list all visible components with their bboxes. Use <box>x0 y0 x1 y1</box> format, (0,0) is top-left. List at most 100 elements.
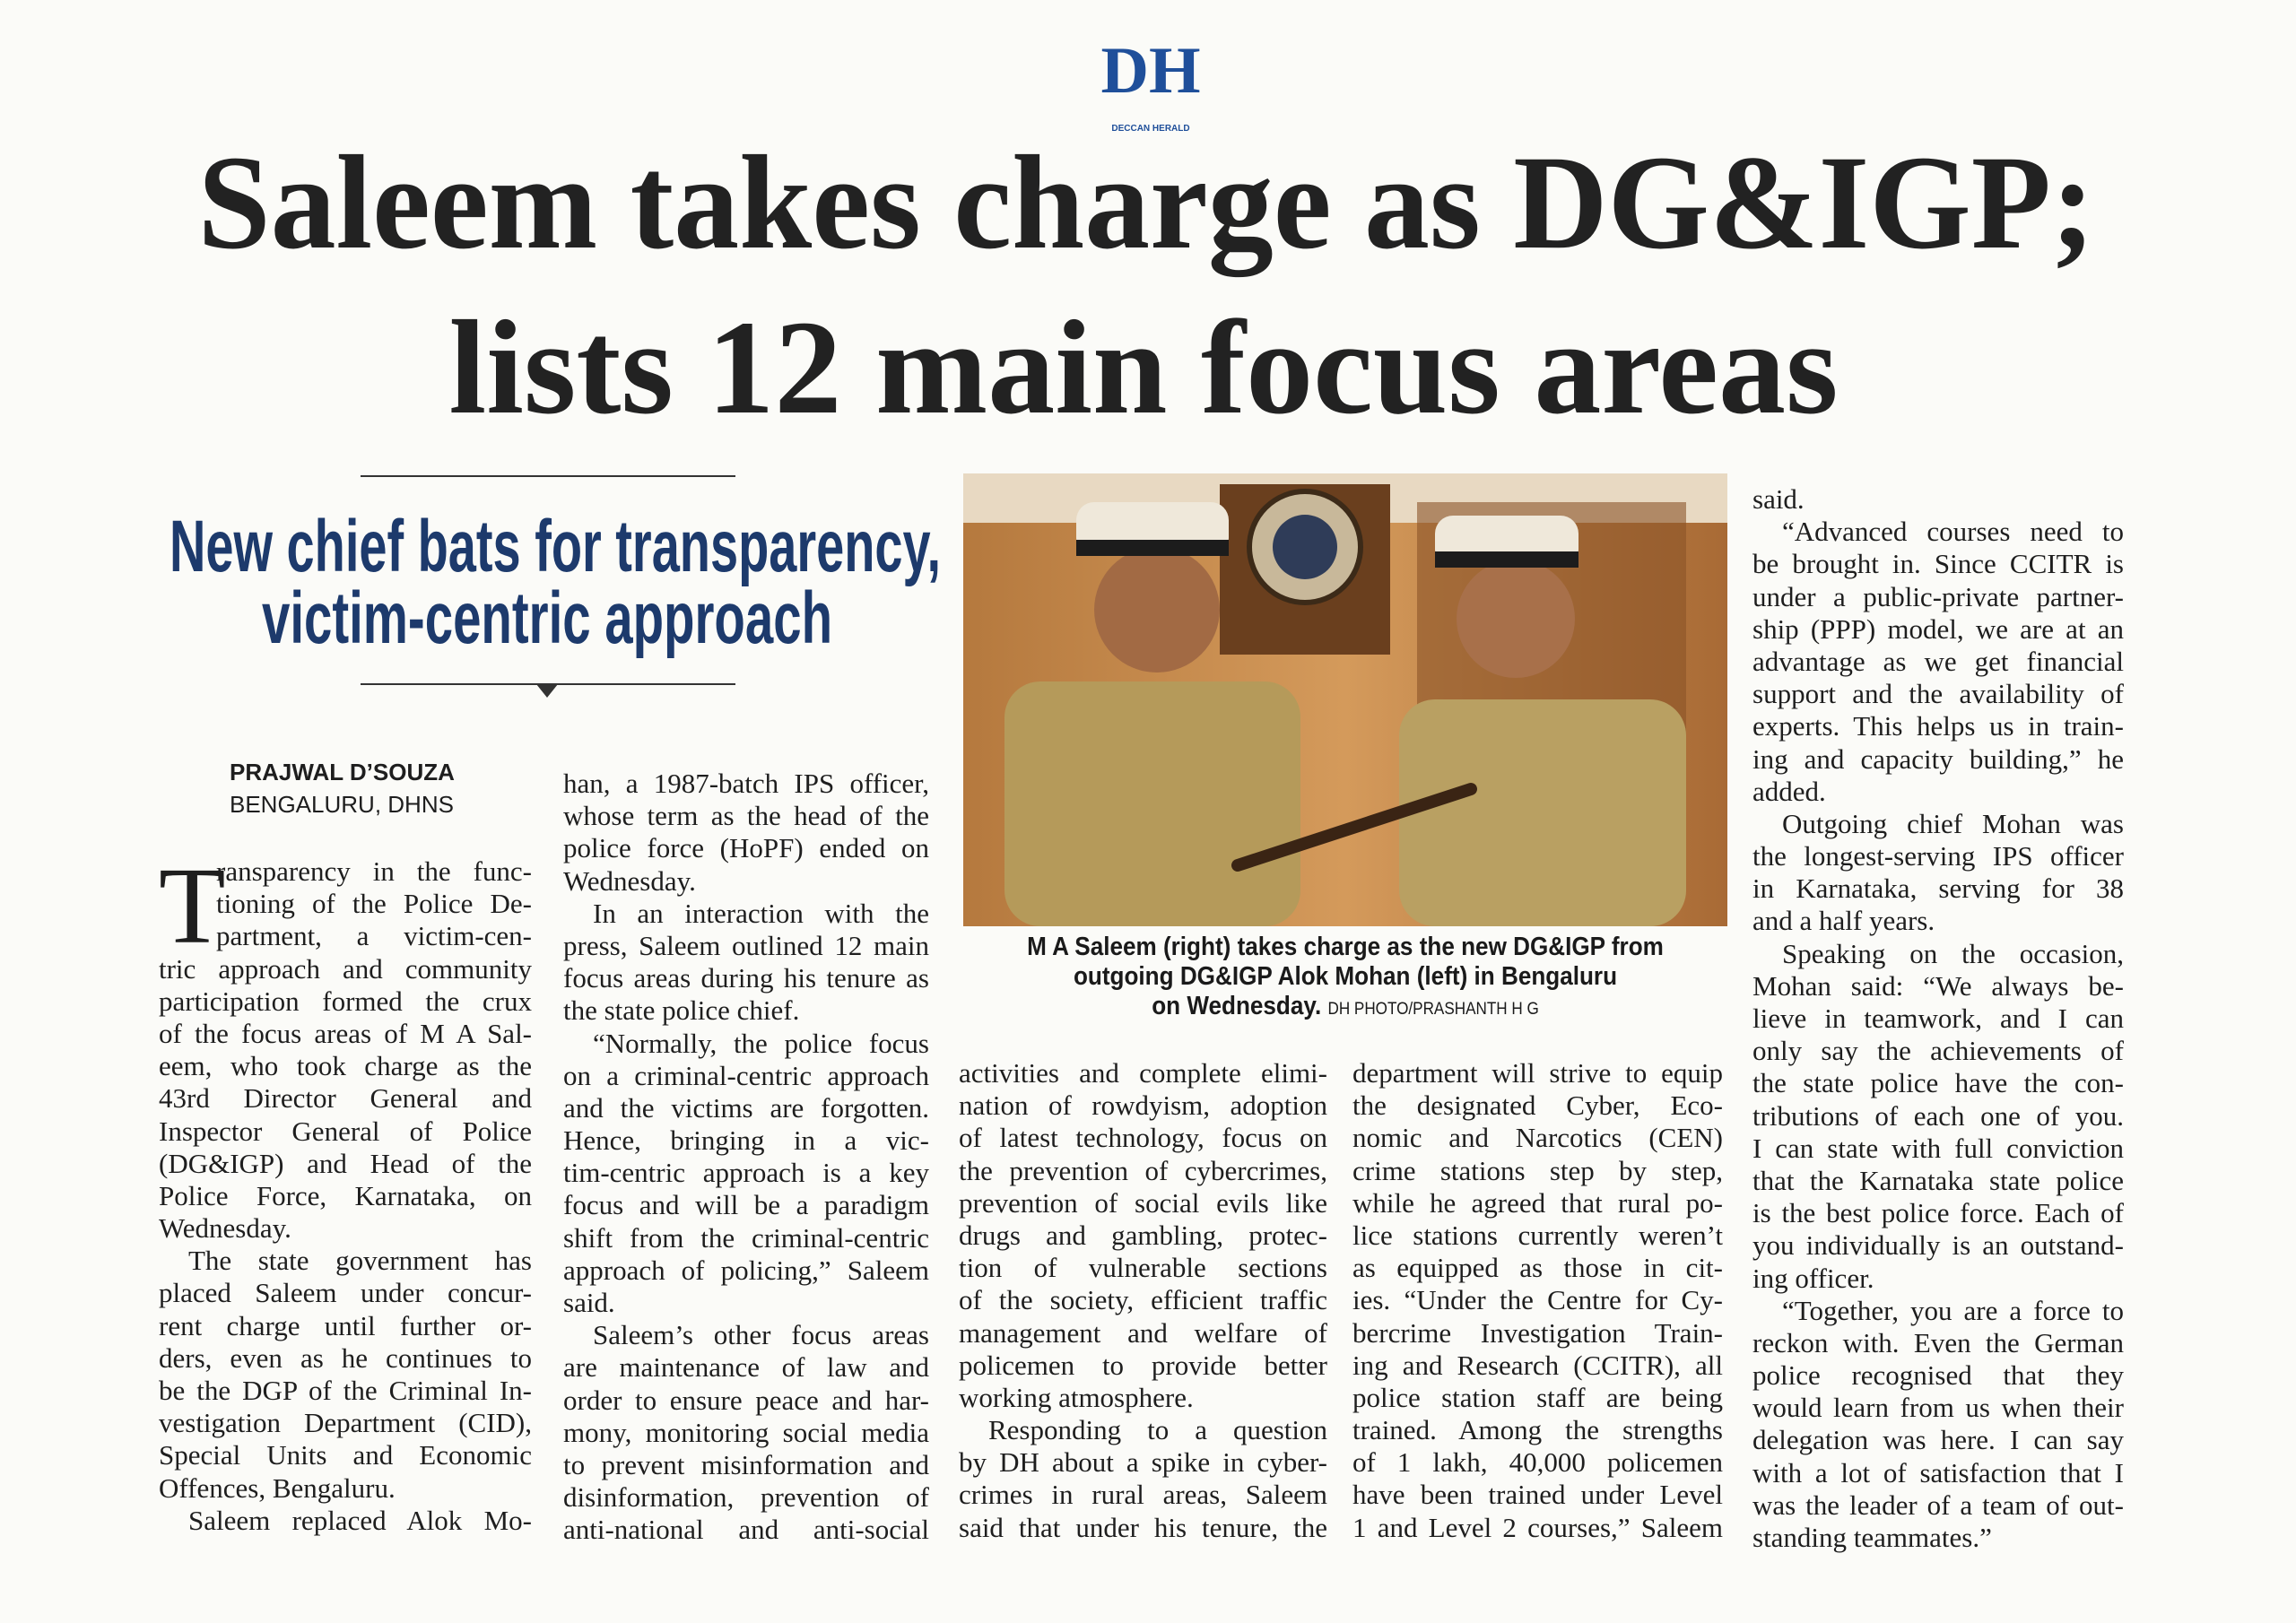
caption-line: on Wednesday. DH PHOTO/PRASHANTH H G <box>990 992 1700 1021</box>
text-line: with a lot of satisfaction that I <box>1752 1456 2124 1488</box>
text-line: Offences, Bengaluru. <box>159 1471 396 1504</box>
text-line: standing teammates.” <box>1752 1522 1992 1553</box>
text-line: bercrime Investigation Train- <box>1352 1316 1723 1349</box>
text-line: said. <box>563 1287 615 1318</box>
caption-line: outgoing DG&IGP Alok Mohan (left) in Ben… <box>1073 962 1618 991</box>
caption-line: on Wednesday. <box>1152 992 1322 1020</box>
text-line: lice stations currently weren’t <box>1352 1219 1723 1251</box>
text-line: the longest-serving IPS officer <box>1752 840 2124 872</box>
byline-author: PRAJWAL D’SOUZA <box>230 759 455 785</box>
article-column: activities and complete elimi-nation of … <box>959 1057 1327 1544</box>
text-line: Special Units and Economic <box>159 1439 532 1471</box>
text-line: crime stations step by step, <box>1352 1154 1723 1186</box>
text-line: police recognised that they <box>1752 1359 2124 1392</box>
text-line: Wednesday. <box>563 864 696 897</box>
text-line: tric approach and community <box>159 952 532 985</box>
text-line: is the best police force. Each of <box>1752 1197 2124 1229</box>
text-line: focus and will be a paradigm <box>563 1189 929 1221</box>
text-line: of latest technology, focus on <box>959 1122 1327 1154</box>
text-line: the designated Cyber, Eco- <box>1352 1089 1723 1122</box>
text-line: advantage as we get financial <box>1752 645 2124 677</box>
text-line: tributions of each one of you. <box>1752 1099 2124 1132</box>
text-line: disinformation, prevention of <box>563 1481 929 1514</box>
text-line: mony, monitoring social media <box>563 1416 929 1448</box>
text-line: eem, who took charge as the <box>159 1050 532 1082</box>
text-line: prevention of social evils like <box>959 1186 1327 1219</box>
text-line: ing and Research (CCITR), all <box>1352 1349 1723 1381</box>
text-line: police force (HoPF) ended on <box>563 832 929 864</box>
text-line: vestigation Department (CID), <box>159 1407 532 1439</box>
drop-cap: T <box>159 846 226 967</box>
text-line: 43rd Director General and <box>159 1082 532 1115</box>
masthead-name: DECCAN HERALD <box>1111 124 1189 134</box>
text-line: In an interaction with the <box>593 897 929 929</box>
text-line: experts. This helps us in train- <box>1752 710 2124 742</box>
text-line: reckon with. Even the German <box>1752 1326 2124 1358</box>
text-line: trained. Among the strengths <box>1352 1414 1723 1446</box>
headline: lists 12 main focus areas <box>449 293 1839 442</box>
text-line: while he agreed that rural po- <box>1352 1186 1723 1219</box>
text-line: ing officer. <box>1752 1262 1874 1294</box>
text-line: under a public-private partner- <box>1752 580 2124 612</box>
text-line: added. <box>1752 775 1826 807</box>
text-line: the state police have the con- <box>1752 1067 2124 1099</box>
text-line: focus areas during his tenure as <box>563 962 929 994</box>
text-line: (DG&IGP) and Head of the <box>159 1147 532 1179</box>
text-line: policemen to provide better <box>959 1349 1327 1381</box>
text-line: management and welfare of <box>959 1316 1327 1349</box>
text-line: said that under his tenure, the <box>959 1511 1327 1543</box>
text-line: drugs and gambling, protec- <box>959 1219 1327 1251</box>
text-line: lieve in teamwork, and I can <box>1752 1002 2124 1034</box>
byline-dateline: BENGALURU, DHNS <box>230 791 454 818</box>
text-line: the prevention of cybercrimes, <box>959 1154 1327 1186</box>
text-line: activities and complete elimi- <box>959 1057 1327 1089</box>
text-line: nomic and Narcotics (CEN) <box>1352 1122 1723 1154</box>
rule-arrow <box>536 684 558 698</box>
subheadline: New chief bats for transparency, <box>170 506 941 587</box>
text-line: “Normally, the police focus <box>593 1027 929 1059</box>
text-line: I can state with full conviction <box>1752 1132 2124 1164</box>
text-line: department will strive to equip <box>1352 1057 1723 1089</box>
masthead-logo: DH <box>1101 34 1201 108</box>
text-line: of 1 lakh, 40,000 policemen <box>1352 1446 1723 1479</box>
text-line: Responding to a question <box>988 1414 1327 1446</box>
text-line: placed Saleem under concur- <box>159 1277 532 1309</box>
text-line: in Karnataka, serving for 38 <box>1752 872 2124 905</box>
article-column: han, a 1987-batch IPS officer, whose term… <box>563 768 929 1547</box>
text-line: be the DGP of the Criminal In- <box>159 1375 532 1406</box>
text-line: partment, a victim-cen- <box>216 920 532 952</box>
text-line: as equipped as those in cit- <box>1352 1252 1723 1284</box>
photo-credit: DH PHOTO/PRASHANTH H G <box>1327 1000 1539 1019</box>
text-line: police station staff are being <box>1352 1381 1723 1413</box>
text-line: nation of rowdyism, adoption <box>959 1089 1327 1122</box>
text-line: Speaking on the occasion, <box>1782 937 2124 969</box>
text-line: be brought in. Since CCITR is <box>1752 548 2124 580</box>
text-line: Saleem replaced Alok Mo- <box>188 1504 532 1536</box>
text-line: Mohan said: “We always be- <box>1752 969 2124 1002</box>
text-line: of the society, efficient traffic <box>959 1284 1327 1316</box>
article-column: said. “Advanced courses need to be brought… <box>1752 483 2124 1554</box>
text-line: participation formed the crux <box>159 985 532 1017</box>
article-column: department will strive to equip the desig… <box>1352 1057 1723 1544</box>
text-line: Hence, bringing in a vic- <box>563 1124 929 1157</box>
headline: Saleem takes charge as DG&IGP; <box>198 128 2095 277</box>
text-line: Saleem’s other focus areas <box>593 1319 929 1351</box>
text-line: of the focus areas of M A Sal- <box>159 1017 532 1049</box>
text-line: on a criminal-centric approach <box>563 1059 929 1091</box>
text-line: Outgoing chief Mohan was <box>1782 807 2124 839</box>
text-line: 1 and Level 2 courses,” Saleem <box>1352 1511 1723 1543</box>
text-line: ies. “Under the Centre for Cy- <box>1352 1284 1723 1316</box>
text-line: whose term as the head of the <box>563 800 929 832</box>
photo-caption: M A Saleem (right) takes charge as the n… <box>990 933 1700 1021</box>
caption-line: M A Saleem (right) takes charge as the n… <box>1027 933 1664 961</box>
text-line: order to ensure peace and har- <box>563 1384 929 1416</box>
text-line: was the leader of a team of out- <box>1752 1488 2124 1521</box>
text-line: that the Karnataka state police <box>1752 1164 2124 1196</box>
text-line: tion of vulnerable sections <box>959 1252 1327 1284</box>
text-line: ship (PPP) model, we are at an <box>1752 612 2124 645</box>
text-line: rent charge until further or- <box>159 1309 532 1341</box>
text-line: anti-national and anti-social <box>563 1514 929 1546</box>
